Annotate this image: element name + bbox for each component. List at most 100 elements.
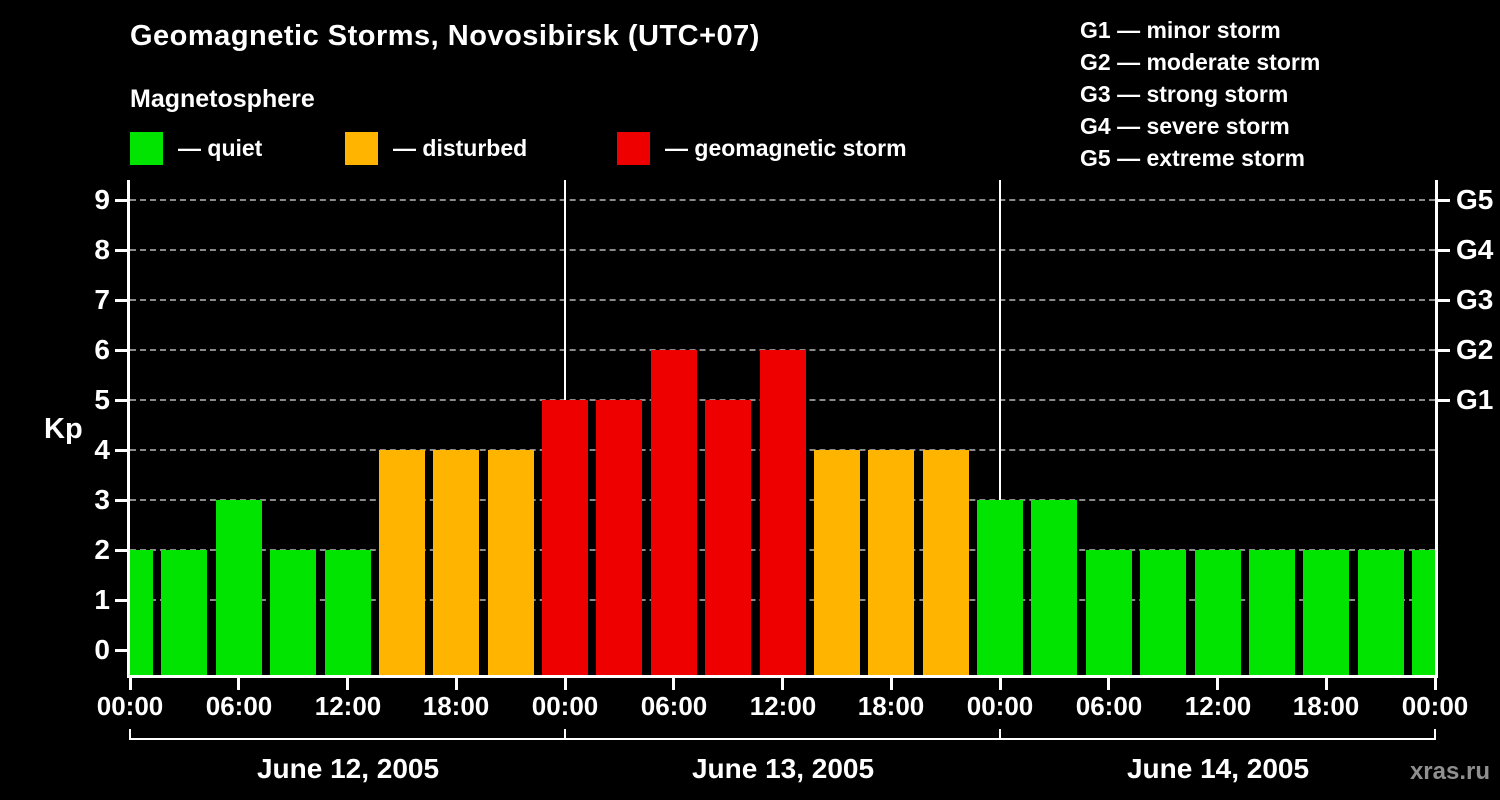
y-tick	[115, 199, 127, 202]
kp-bar	[759, 350, 806, 675]
x-tick	[564, 678, 567, 690]
y-tick	[115, 499, 127, 502]
storm-scale-legend: G1 — minor storm G2 — moderate storm G3 …	[1080, 14, 1320, 174]
kp-bar	[130, 550, 153, 675]
y-tick	[115, 449, 127, 452]
legend-label-storm: — geomagnetic storm	[665, 135, 907, 161]
y-tick	[115, 649, 127, 652]
kp-bar	[1412, 550, 1435, 675]
kp-bar	[215, 500, 262, 675]
x-tick	[1434, 678, 1437, 690]
storm-scale-g4: G4 — severe storm	[1080, 113, 1290, 139]
x-tick-label: 18:00	[422, 691, 490, 721]
g-level-label: G2	[1456, 334, 1494, 365]
legend-label-disturbed: — disturbed	[393, 135, 528, 161]
x-tick	[1325, 678, 1328, 690]
legend-item-disturbed: — disturbed	[345, 132, 527, 165]
y-tick-label: 7	[94, 284, 110, 315]
y-tick	[115, 299, 127, 302]
kp-bar	[1085, 550, 1132, 675]
day-bracket-tick	[564, 729, 566, 740]
g-level-tick	[1438, 399, 1450, 402]
kp-bar	[1194, 550, 1241, 675]
g-level-label: G4	[1456, 234, 1494, 265]
g-level-tick	[1438, 249, 1450, 252]
x-tick	[781, 678, 784, 690]
x-tick-label: 06:00	[1075, 691, 1143, 721]
kp-bar	[650, 350, 697, 675]
y-axis-line	[127, 180, 130, 678]
y-axis-title: Kp	[44, 413, 83, 445]
legend-item-quiet: — quiet	[130, 132, 262, 165]
y-tick	[115, 599, 127, 602]
day-label: June 14, 2005	[1126, 753, 1310, 784]
kp-bar	[596, 400, 643, 675]
page-title: Geomagnetic Storms, Novosibirsk (UTC+07)	[130, 20, 760, 52]
kp-bar	[378, 450, 425, 675]
x-tick-label: 12:00	[1184, 691, 1252, 721]
plot-area	[130, 180, 1435, 675]
kp-bar	[433, 450, 480, 675]
kp-bar	[705, 400, 752, 675]
x-tick	[455, 678, 458, 690]
y-tick-label: 0	[94, 634, 110, 665]
kp-bar	[977, 500, 1023, 675]
day-label: June 13, 2005	[691, 753, 875, 784]
y-tick-label: 1	[94, 584, 110, 615]
x-tick-label: 06:00	[640, 691, 708, 721]
day-bracket-tick	[999, 729, 1001, 740]
x-tick-label: 18:00	[1292, 691, 1360, 721]
x-tick	[129, 678, 132, 690]
x-tick-label: 00:00	[96, 691, 164, 721]
g-level-tick	[1438, 299, 1450, 302]
kp-gridline	[130, 299, 1435, 301]
x-tick	[999, 678, 1002, 690]
x-tick-label: 00:00	[966, 691, 1034, 721]
x-tick	[237, 678, 240, 690]
x-tick	[1216, 678, 1219, 690]
kp-bar	[922, 450, 969, 675]
x-axis-line	[127, 675, 1438, 678]
y-tick-label: 4	[94, 434, 110, 465]
storm-scale-g2: G2 — moderate storm	[1080, 49, 1321, 75]
kp-bar	[1303, 550, 1350, 675]
day-label: June 12, 2005	[256, 753, 440, 784]
x-tick-label: 12:00	[749, 691, 817, 721]
kp-bar	[868, 450, 915, 675]
chart-subtitle: Magnetosphere	[130, 85, 315, 113]
kp-bar	[270, 550, 317, 675]
y-tick	[115, 349, 127, 352]
kp-bar	[161, 550, 208, 675]
x-tick	[346, 678, 349, 690]
x-tick	[672, 678, 675, 690]
day-bracket-line	[130, 738, 1435, 740]
legend-item-storm: — geomagnetic storm	[617, 132, 907, 165]
storm-color-swatch	[617, 132, 650, 165]
kp-bar	[1140, 550, 1187, 675]
y-tick-label: 6	[94, 334, 110, 365]
x-tick-label: 12:00	[314, 691, 382, 721]
watermark: xras.ru	[1409, 758, 1490, 785]
day-bracket-tick	[129, 729, 131, 740]
storm-scale-g3: G3 — strong storm	[1080, 81, 1289, 107]
kp-bar	[542, 400, 588, 675]
day-bracket-tick	[1434, 729, 1436, 740]
x-tick	[1107, 678, 1110, 690]
day-separator-line	[999, 180, 1001, 675]
g-level-label: G3	[1456, 284, 1494, 315]
disturbed-color-swatch	[345, 132, 378, 165]
kp-bar	[324, 550, 371, 675]
y-tick	[115, 549, 127, 552]
storm-scale-g5: G5 — extreme storm	[1080, 145, 1305, 171]
kp-bar	[487, 450, 534, 675]
y-tick	[115, 399, 127, 402]
g-level-label: G1	[1456, 384, 1494, 415]
g-level-label: G5	[1456, 184, 1494, 215]
kp-bar	[1357, 550, 1404, 675]
y-tick-label: 3	[94, 484, 110, 515]
x-tick	[890, 678, 893, 690]
y-tick-label: 2	[94, 534, 110, 565]
legend-label-quiet: — quiet	[178, 135, 263, 161]
x-tick-label: 18:00	[857, 691, 925, 721]
